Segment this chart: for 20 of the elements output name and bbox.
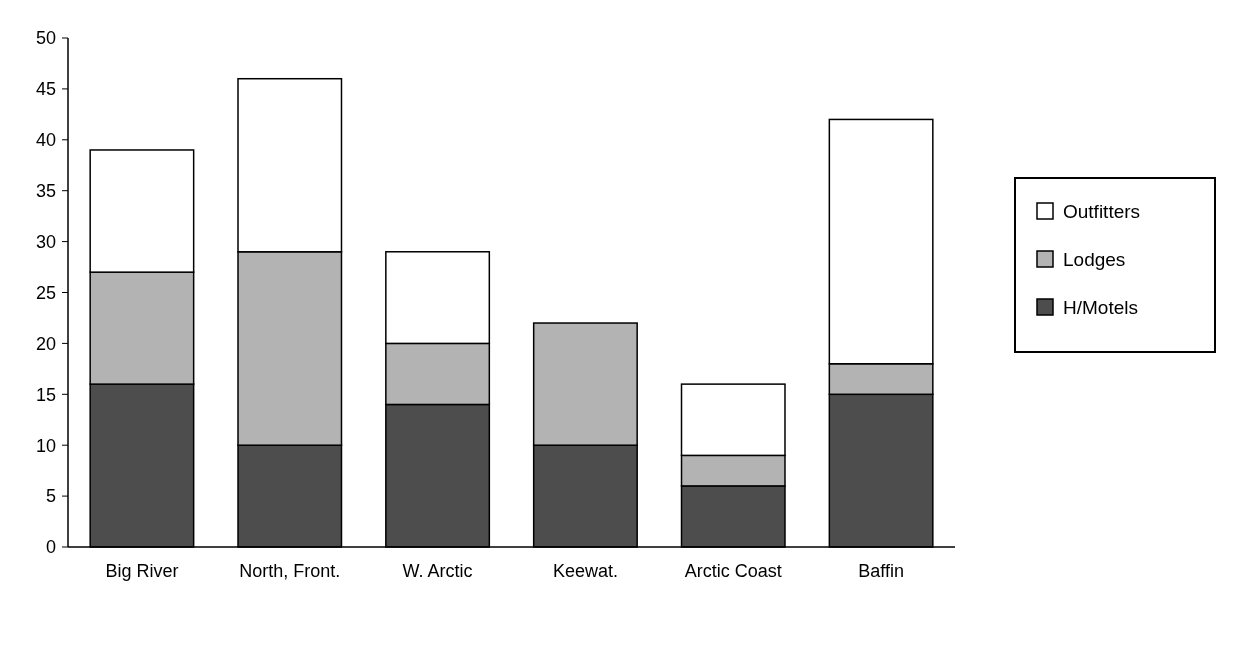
y-tick-label: 50 — [35, 28, 56, 49]
y-tick-label: 10 — [35, 435, 56, 456]
y-tick-label: 0 — [45, 537, 56, 558]
y-tick-label: 15 — [35, 384, 56, 405]
legend-label: Outfitters — [1063, 200, 1141, 222]
x-tick-label: Big River — [105, 561, 179, 581]
x-tick-label: North, Front. — [239, 561, 341, 581]
legend-label: H/Motels — [1063, 296, 1138, 318]
y-tick-label: 40 — [35, 130, 56, 151]
x-tick-label: W. Arctic — [402, 561, 473, 581]
y-tick-label: 45 — [35, 79, 56, 100]
y-tick-label: 30 — [35, 231, 56, 252]
y-tick-label: 25 — [35, 282, 56, 303]
x-tick-label: Arctic Coast — [684, 561, 782, 581]
x-tick-label: Baffin — [858, 561, 904, 581]
legend-label: Lodges — [1063, 248, 1126, 270]
x-tick-label: Keewat. — [552, 561, 618, 581]
y-tick-label: 20 — [35, 333, 56, 354]
y-tick-label: 5 — [45, 486, 56, 507]
y-tick-label: 35 — [35, 181, 56, 201]
